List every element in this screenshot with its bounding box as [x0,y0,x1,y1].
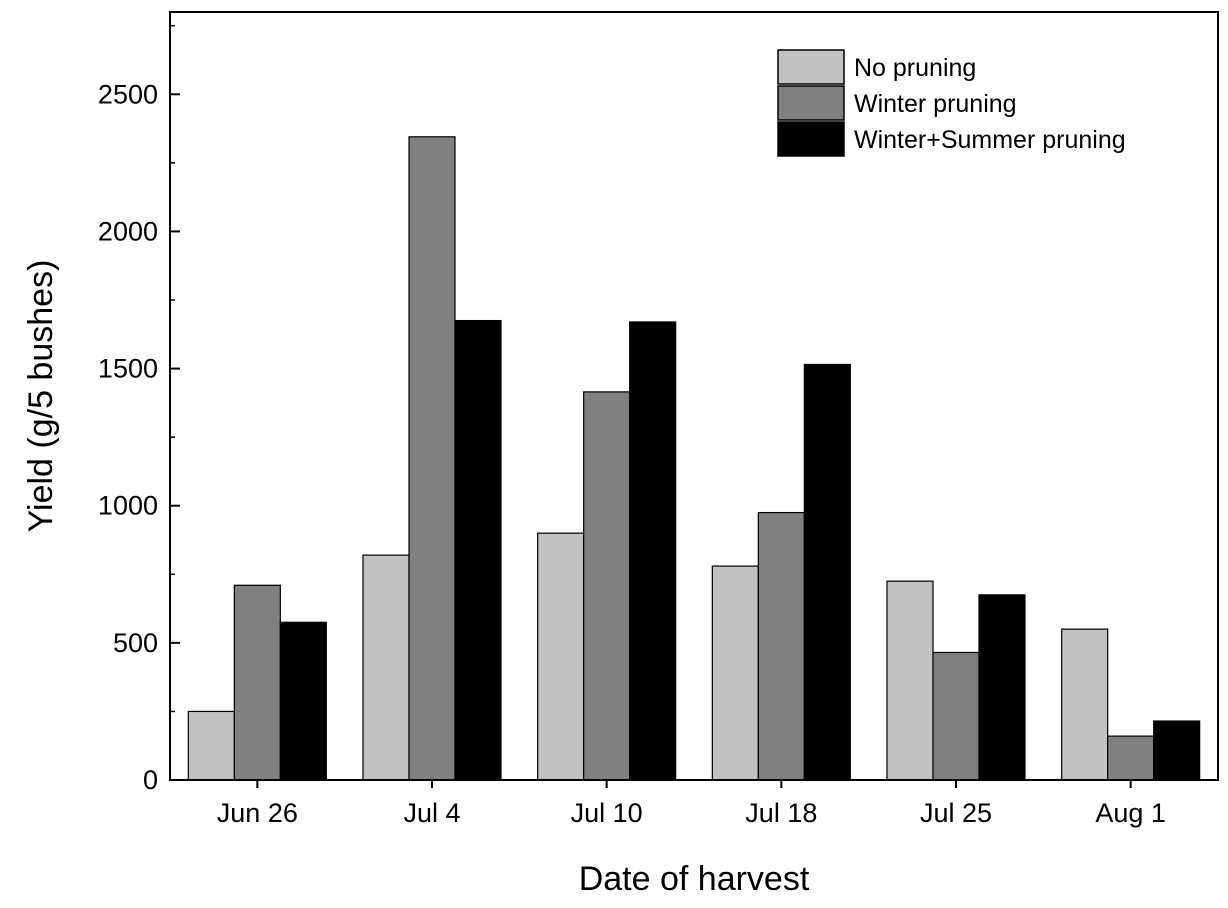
x-tick-label: Aug 1 [1095,798,1166,828]
y-axis: 0 500 1000 1500 2000 2500 [98,24,180,795]
legend-label: Winter pruning [854,90,1017,118]
x-tick-label: Jul 25 [920,798,992,828]
bar-no-pruning-aug-1 [1061,628,1109,781]
y-axis-title: Yield (g/5 bushes) [22,260,60,533]
x-tick-label: Jul 10 [571,798,643,828]
bar-winter-summer-pruning-aug-1 [1153,720,1201,781]
x-axis: Jun 26 Jul 4 Jul 10 Jul 18 Jul 25 Aug 1 [217,780,1166,828]
plot-frame [169,11,1219,781]
bar-winter-summer-pruning-jul-25 [978,594,1026,781]
bar-winter-summer-pruning-jul-4 [454,319,502,781]
bar-winter-pruning-jun-26 [233,584,281,781]
legend-label: Winter+Summer pruning [854,126,1126,154]
legend: No pruning Winter pruning Winter+Summer pr… [777,49,1126,157]
x-tick-label: Jul 4 [403,798,460,828]
y-tick-label: 500 [113,628,158,658]
bars-layer [187,136,1201,781]
bar-winter-pruning-jul-4 [408,136,456,781]
y-tick-label: 1500 [98,354,158,384]
legend-swatch [777,85,845,121]
y-tick-label: 0 [143,765,158,795]
legend-swatch [777,121,845,157]
y-tick-label: 2500 [98,79,158,109]
y-tick-label: 2000 [98,216,158,246]
bar-winter-pruning-jul-10 [583,391,631,781]
bar-no-pruning-jun-26 [187,710,235,781]
x-tick-label: Jun 26 [217,798,298,828]
y-tick-label: 1000 [98,491,158,521]
bar-winter-pruning-jul-25 [932,651,980,781]
bar-no-pruning-jul-10 [537,532,585,781]
bar-no-pruning-jul-18 [711,565,759,781]
bar-no-pruning-jul-25 [886,580,934,781]
legend-swatch [777,49,845,85]
x-tick-label: Jul 18 [745,798,817,828]
bar-winter-summer-pruning-jun-26 [279,621,327,781]
bar-winter-summer-pruning-jul-10 [629,321,677,781]
bar-winter-pruning-aug-1 [1107,735,1155,781]
bar-no-pruning-jul-4 [362,554,410,781]
legend-label: No pruning [854,54,976,82]
bar-winter-summer-pruning-jul-18 [803,363,851,781]
bar-winter-pruning-jul-18 [757,511,805,781]
x-axis-title: Date of harvest [579,860,810,898]
